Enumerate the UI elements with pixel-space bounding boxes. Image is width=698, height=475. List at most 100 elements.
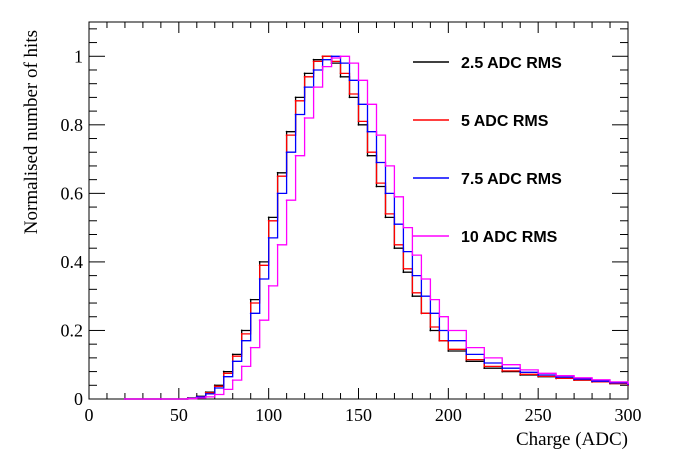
y-tick-label: 0 xyxy=(74,389,83,409)
data-point-10-adc-rms xyxy=(124,398,126,400)
data-point-5-adc-rms xyxy=(285,134,288,137)
data-point-2-5-adc-rms xyxy=(375,185,378,188)
data-point-2-5-adc-rms xyxy=(465,360,468,363)
data-point-10-adc-rms xyxy=(447,329,450,332)
data-point-7-5-adc-rms xyxy=(465,353,468,356)
data-point-7-5-adc-rms xyxy=(555,376,558,378)
data-point-2-5-adc-rms xyxy=(240,329,243,332)
data-point-5-adc-rms xyxy=(222,372,225,375)
data-point-10-adc-rms xyxy=(249,346,252,349)
data-point-7-5-adc-rms xyxy=(231,360,234,363)
data-point-7-5-adc-rms xyxy=(321,58,324,61)
x-tick-label: 0 xyxy=(85,405,94,425)
data-point-10-adc-rms xyxy=(204,396,207,398)
data-point-5-adc-rms xyxy=(294,99,297,102)
data-point-10-adc-rms xyxy=(213,393,216,396)
data-point-10-adc-rms xyxy=(609,380,611,383)
data-point-10-adc-rms xyxy=(267,285,270,287)
data-point-7-5-adc-rms xyxy=(294,113,297,116)
data-point-2-5-adc-rms xyxy=(276,171,279,174)
data-point-10-adc-rms xyxy=(339,55,342,58)
data-point-10-adc-rms xyxy=(393,195,396,198)
data-point-5-adc-rms xyxy=(366,151,369,154)
data-point-7-5-adc-rms xyxy=(213,387,216,389)
x-tick-label: 200 xyxy=(435,405,462,425)
data-point-10-adc-rms xyxy=(321,65,324,68)
x-tick-label: 50 xyxy=(170,405,188,425)
legend-label-7-5-adc-rms: 7.5 ADC RMS xyxy=(461,171,562,188)
data-point-5-adc-rms xyxy=(231,355,234,358)
data-point-5-adc-rms xyxy=(411,291,414,294)
data-point-7-5-adc-rms xyxy=(537,374,540,376)
data-point-7-5-adc-rms xyxy=(501,367,504,370)
data-point-2-5-adc-rms xyxy=(258,261,261,263)
data-point-10-adc-rms xyxy=(348,62,351,65)
data-point-2-5-adc-rms xyxy=(384,216,387,219)
data-point-5-adc-rms xyxy=(258,264,261,267)
data-point-5-adc-rms xyxy=(429,326,432,328)
data-point-7-5-adc-rms xyxy=(429,312,432,315)
data-point-2-5-adc-rms xyxy=(447,350,450,352)
data-point-5-adc-rms xyxy=(501,369,504,372)
data-point-7-5-adc-rms xyxy=(438,329,441,332)
data-point-2-5-adc-rms xyxy=(402,271,405,274)
legend-label-2-5-adc-rms: 2.5 ADC RMS xyxy=(461,55,562,72)
data-point-10-adc-rms xyxy=(402,226,405,229)
data-point-5-adc-rms xyxy=(537,375,540,378)
series-line-5-adc-rms xyxy=(124,55,629,400)
x-tick-label: 250 xyxy=(525,405,552,425)
data-point-10-adc-rms xyxy=(258,319,261,322)
data-point-5-adc-rms xyxy=(339,72,342,75)
data-point-5-adc-rms xyxy=(402,267,405,270)
data-point-7-5-adc-rms xyxy=(393,223,396,226)
data-point-7-5-adc-rms xyxy=(204,392,207,395)
data-point-7-5-adc-rms xyxy=(573,378,575,381)
data-point-2-5-adc-rms xyxy=(429,329,432,332)
data-point-10-adc-rms xyxy=(438,315,441,318)
data-point-5-adc-rms xyxy=(393,243,396,246)
data-point-10-adc-rms xyxy=(429,298,432,301)
x-tick-label: 100 xyxy=(255,405,282,425)
data-point-5-adc-rms xyxy=(213,385,216,388)
data-point-10-adc-rms xyxy=(375,134,378,137)
data-point-5-adc-rms xyxy=(357,120,360,123)
data-point-7-5-adc-rms xyxy=(384,192,387,195)
data-point-5-adc-rms xyxy=(276,175,279,178)
data-point-7-5-adc-rms xyxy=(483,362,486,364)
data-point-10-adc-rms xyxy=(357,79,360,82)
series-line-10-adc-rms xyxy=(124,55,629,400)
data-point-5-adc-rms xyxy=(384,213,387,215)
data-point-5-adc-rms xyxy=(555,377,558,380)
data-point-5-adc-rms xyxy=(438,339,441,342)
legend-label-10-adc-rms: 10 ADC RMS xyxy=(461,229,558,246)
x-tick-label: 150 xyxy=(345,405,372,425)
data-point-2-5-adc-rms xyxy=(312,58,315,61)
data-point-7-5-adc-rms xyxy=(519,371,522,374)
data-point-5-adc-rms xyxy=(465,358,468,361)
data-point-10-adc-rms xyxy=(195,397,198,399)
data-point-5-adc-rms xyxy=(249,302,252,304)
data-point-10-adc-rms xyxy=(312,86,315,89)
legend-label-5-adc-rms: 5 ADC RMS xyxy=(461,113,549,130)
data-point-2-5-adc-rms xyxy=(393,247,396,250)
y-tick-label: 0.2 xyxy=(61,320,84,340)
data-point-10-adc-rms xyxy=(555,374,558,377)
data-point-10-adc-rms xyxy=(231,379,234,382)
data-point-10-adc-rms xyxy=(420,278,423,280)
y-axis-title: Normalised number of hits xyxy=(21,30,42,234)
data-point-2-5-adc-rms xyxy=(411,295,414,298)
data-point-7-5-adc-rms xyxy=(330,55,333,58)
data-point-10-adc-rms xyxy=(285,199,288,202)
data-point-2-5-adc-rms xyxy=(285,130,288,133)
data-point-10-adc-rms xyxy=(303,117,306,119)
data-point-10-adc-rms xyxy=(465,346,468,349)
data-point-5-adc-rms xyxy=(321,55,324,58)
data-point-2-5-adc-rms xyxy=(249,298,252,301)
data-point-10-adc-rms xyxy=(240,365,243,368)
data-point-2-5-adc-rms xyxy=(222,370,225,373)
x-tick-label: 300 xyxy=(615,405,642,425)
data-point-7-5-adc-rms xyxy=(240,339,243,342)
data-point-10-adc-rms xyxy=(483,356,486,359)
